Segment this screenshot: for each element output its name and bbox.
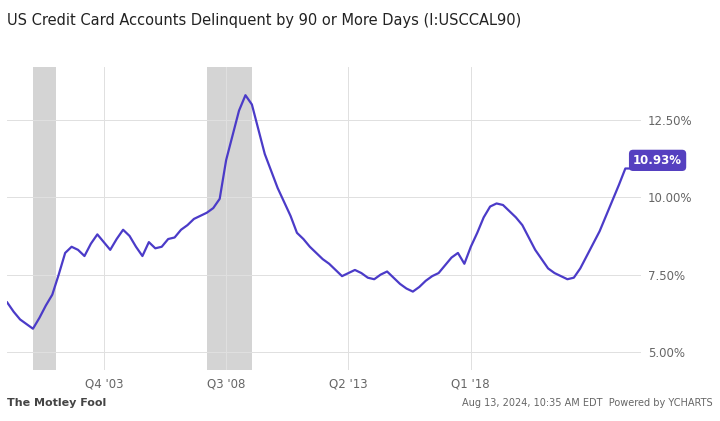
Text: 10.93%: 10.93% — [633, 154, 682, 167]
Text: US Credit Card Accounts Delinquent by 90 or More Days (I:USCCAL90): US Credit Card Accounts Delinquent by 90… — [7, 13, 521, 28]
Text: Aug 13, 2024, 10:35 AM EDT  Powered by YCHARTS: Aug 13, 2024, 10:35 AM EDT Powered by YC… — [462, 398, 713, 408]
Bar — [207, 67, 252, 370]
Text: The Motley Fool: The Motley Fool — [7, 398, 107, 408]
Bar — [33, 67, 56, 370]
